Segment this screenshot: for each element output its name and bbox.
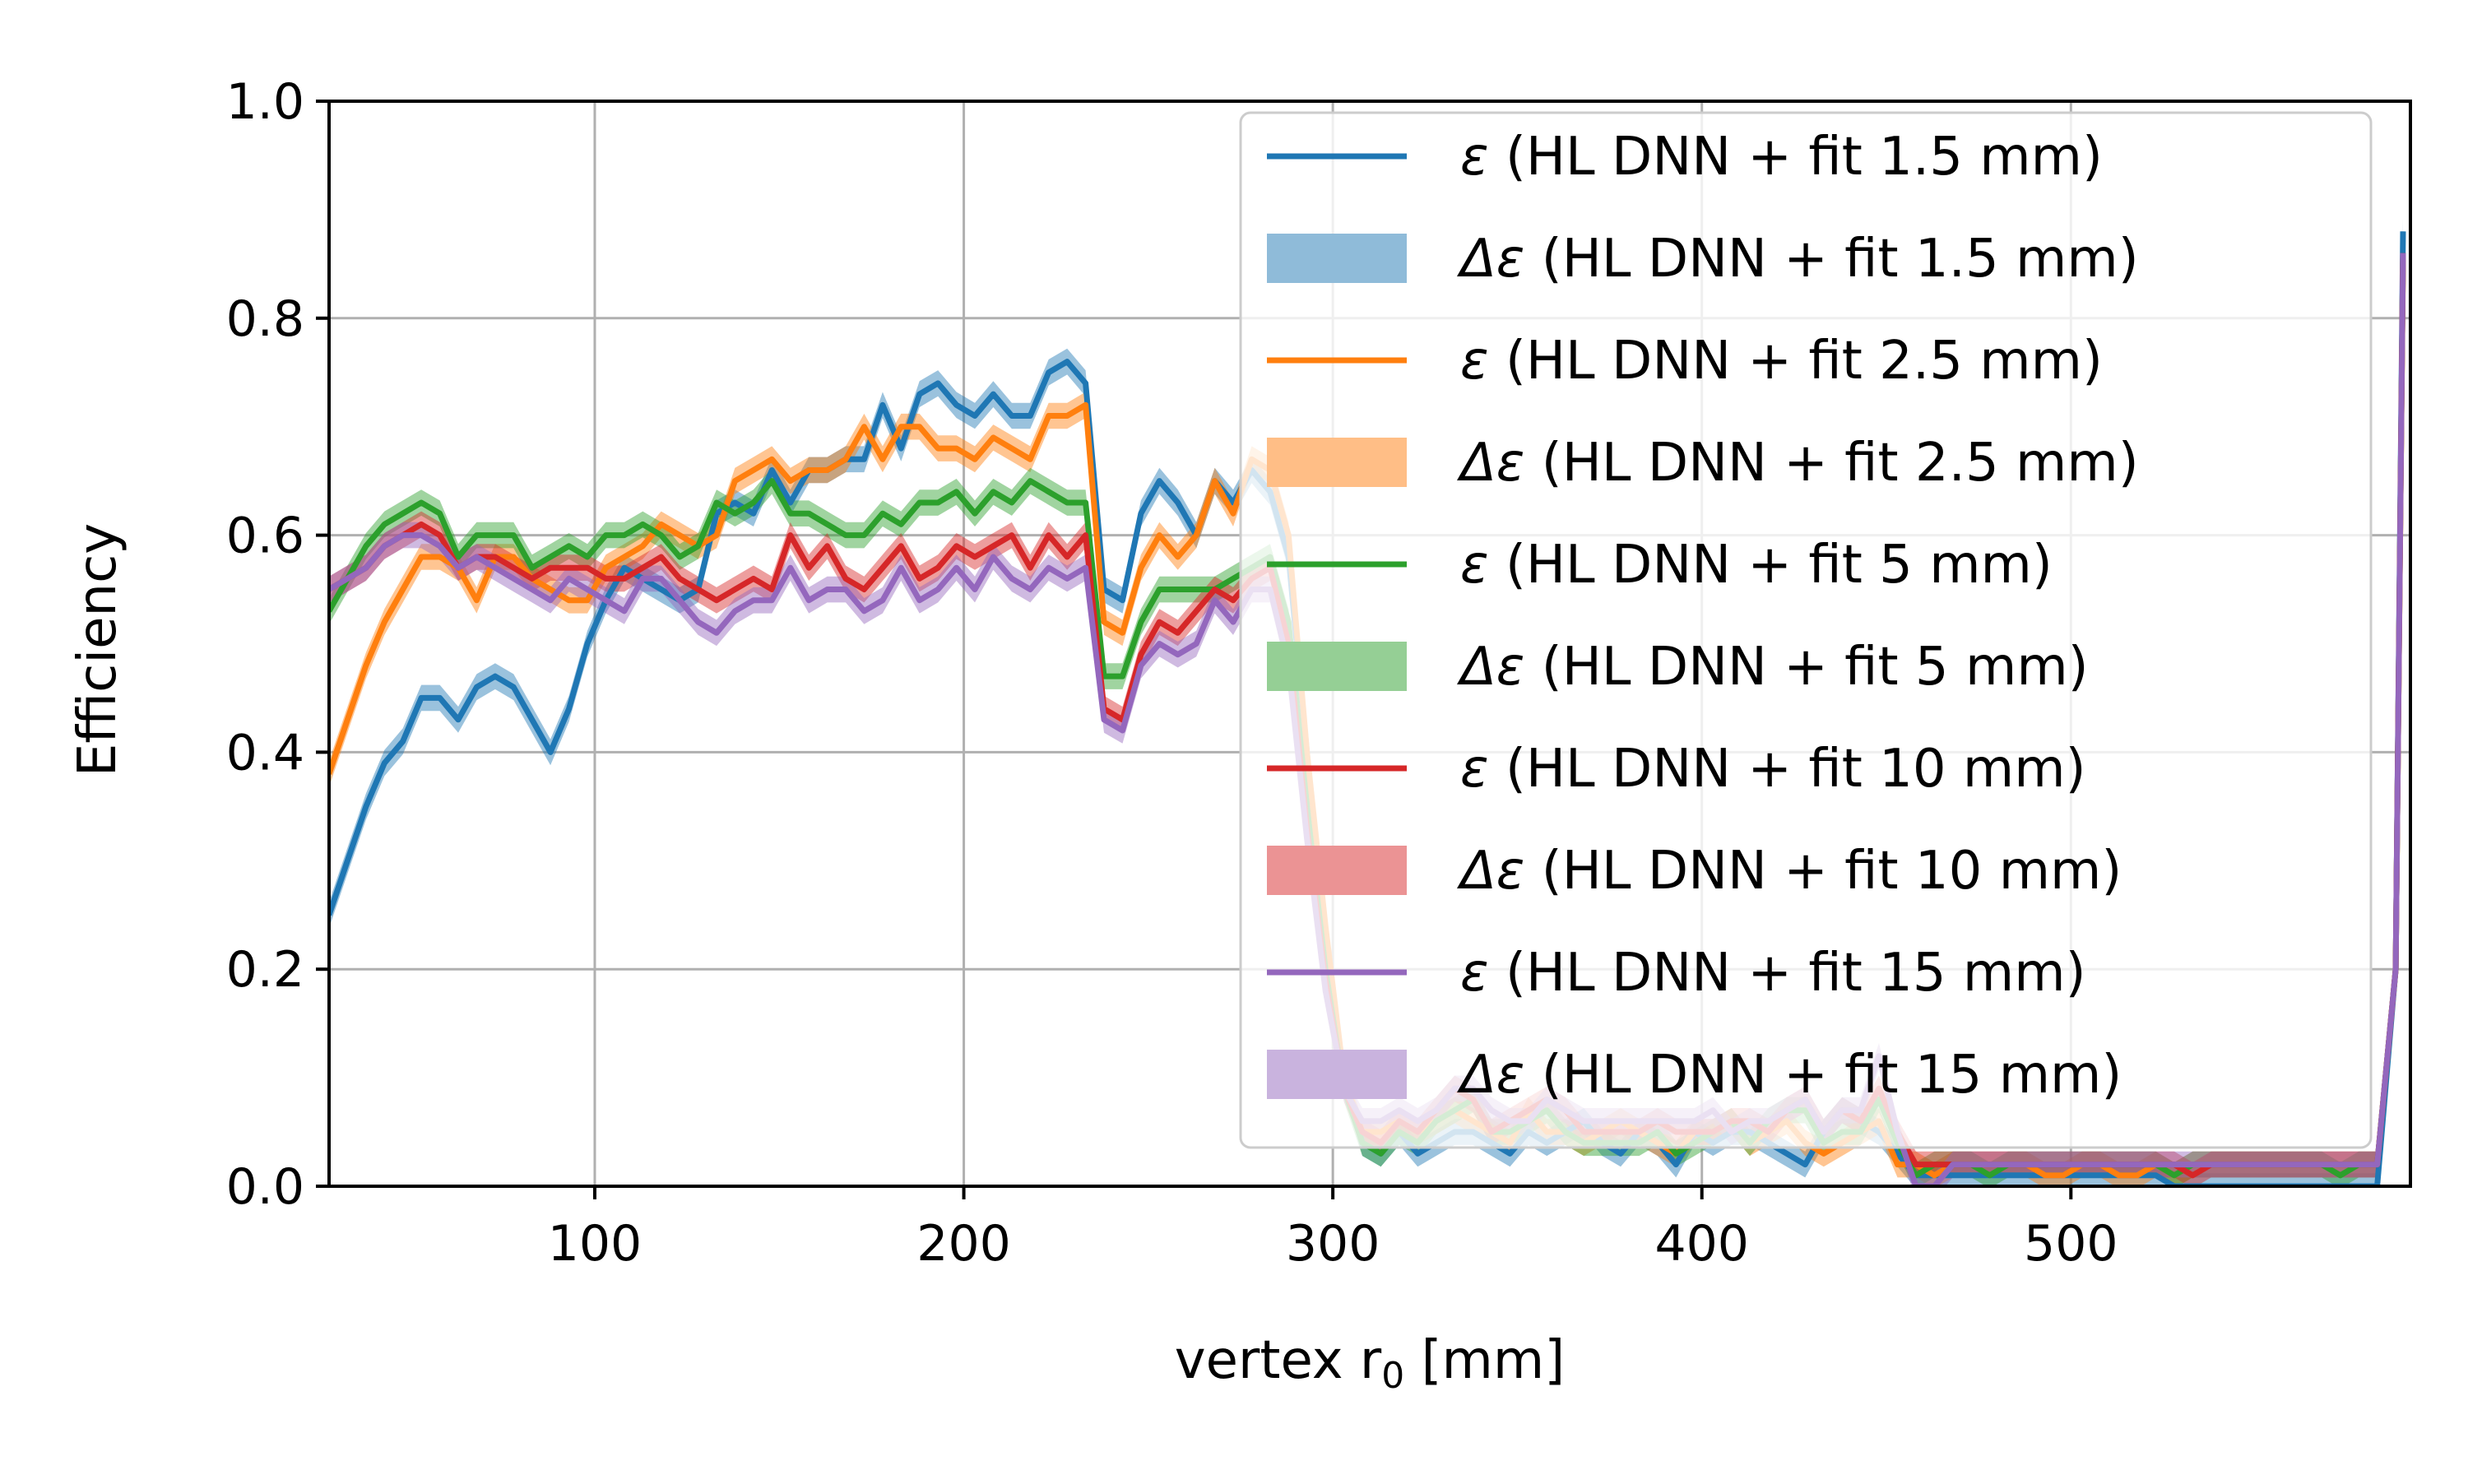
x-axis-label: vertex r0 [mm]	[1175, 1330, 1565, 1397]
legend-entry-symbol-9: ε	[1460, 943, 1489, 1004]
y-axis-label: Efficiency	[67, 523, 128, 777]
legend-entry-text-7: (HL DNN + fit 10 mm)	[1489, 739, 2086, 800]
y-tick-label-0.8: 0.8	[226, 290, 304, 348]
legend-entry-symbol-6: Δε	[1456, 637, 1524, 698]
legend-entry-6: Δε (HL DNN + fit 5 mm)	[1456, 637, 2089, 698]
x-axis-label-subscript: 0	[1381, 1355, 1404, 1397]
axes-frame	[327, 100, 2412, 1188]
x-tick-label-200: 200	[916, 1215, 1011, 1273]
legend-band-swatch-8	[1267, 846, 1407, 895]
axes-box	[327, 100, 2412, 1188]
legend-entry-2: Δε (HL DNN + fit 1.5 mm)	[1456, 229, 2139, 290]
legend-entry-text-9: (HL DNN + fit 15 mm)	[1489, 943, 2086, 1004]
x-tick-label-500: 500	[2024, 1215, 2118, 1273]
legend-entry-symbol-8: Δε	[1456, 841, 1524, 902]
x-tick-label-100: 100	[548, 1215, 643, 1273]
x-tick-label-400: 400	[1654, 1215, 1749, 1273]
legend-entry-symbol-7: ε	[1460, 739, 1489, 800]
x-axis-label-unit: [mm]	[1404, 1330, 1565, 1391]
legend-entry-symbol-4: Δε	[1456, 433, 1524, 494]
legend-entry-symbol-5: ε	[1460, 535, 1489, 596]
legend-entry-7: ε (HL DNN + fit 10 mm)	[1460, 739, 2086, 800]
legend-entry-text-3: (HL DNN + fit 2.5 mm)	[1489, 331, 2103, 392]
legend-entry-10: Δε (HL DNN + fit 15 mm)	[1456, 1045, 2122, 1106]
legend-entry-text-8: (HL DNN + fit 10 mm)	[1524, 841, 2122, 902]
y-tick-label-0.2: 0.2	[226, 941, 304, 999]
legend-entry-text-1: (HL DNN + fit 1.5 mm)	[1489, 127, 2103, 188]
legend-entry-3: ε (HL DNN + fit 2.5 mm)	[1460, 331, 2103, 392]
legend-entry-text-6: (HL DNN + fit 5 mm)	[1524, 637, 2088, 698]
legend-entry-5: ε (HL DNN + fit 5 mm)	[1460, 535, 2053, 596]
x-axis-label-main: vertex r	[1175, 1330, 1382, 1391]
legend-entry-1: ε (HL DNN + fit 1.5 mm)	[1460, 127, 2103, 188]
legend-entry-text-10: (HL DNN + fit 15 mm)	[1524, 1045, 2122, 1106]
legend-band-swatch-10	[1267, 1050, 1407, 1099]
y-tick-label-0.0: 0.0	[226, 1158, 304, 1216]
ticks: 100 200 300 400 500 0.0 0.2 0.4 0.6 0.8 1.0	[226, 73, 2118, 1273]
legend-entry-symbol-10: Δε	[1456, 1045, 1524, 1106]
legend-entry-symbol-1: ε	[1460, 127, 1489, 188]
legend-entry-symbol-2: Δε	[1456, 229, 1524, 290]
y-tick-label-0.4: 0.4	[226, 724, 304, 781]
legend-entry-8: Δε (HL DNN + fit 10 mm)	[1456, 841, 2122, 902]
legend: ε (HL DNN + fit 1.5 mm)Δε (HL DNN + fit …	[1239, 111, 2373, 1149]
legend-entry-text-4: (HL DNN + fit 2.5 mm)	[1524, 433, 2138, 494]
legend-band-swatch-6	[1267, 642, 1407, 691]
legend-entry-symbol-3: ε	[1460, 331, 1489, 392]
legend-band-swatch-4	[1267, 438, 1407, 487]
legend-entry-4: Δε (HL DNN + fit 2.5 mm)	[1456, 433, 2139, 494]
legend-band-swatch-2	[1267, 234, 1407, 283]
y-tick-label-0.6: 0.6	[226, 508, 304, 565]
y-tick-label-1.0: 1.0	[226, 73, 304, 131]
legend-entry-9: ε (HL DNN + fit 15 mm)	[1460, 943, 2086, 1004]
legend-box	[1239, 111, 2373, 1149]
legend-entry-text-5: (HL DNN + fit 5 mm)	[1489, 535, 2053, 596]
x-tick-label-300: 300	[1286, 1215, 1380, 1273]
legend-entry-text-2: (HL DNN + fit 1.5 mm)	[1524, 229, 2138, 290]
